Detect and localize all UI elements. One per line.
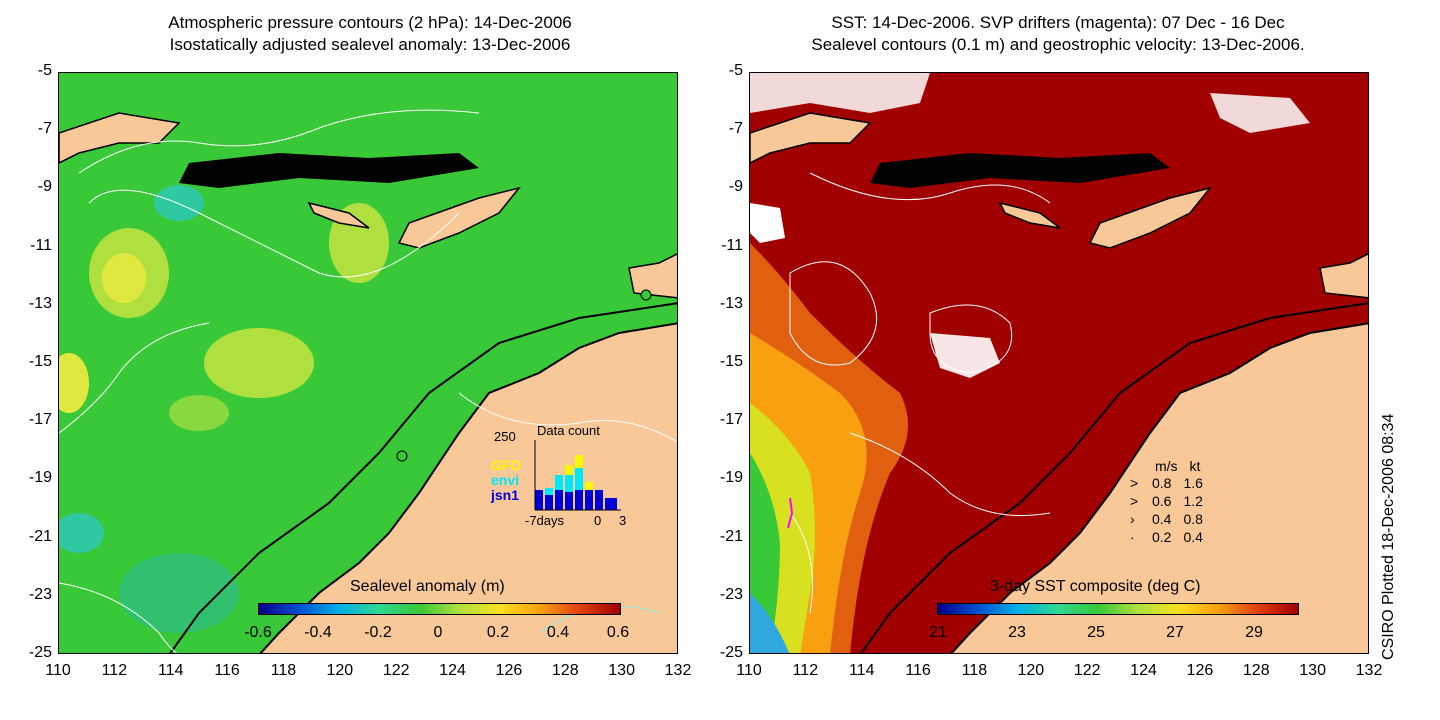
data-count-inset xyxy=(534,440,621,511)
longitude-tick: 112 xyxy=(792,662,819,679)
longitude-tick: 110 xyxy=(736,662,762,679)
longitude-tick: 120 xyxy=(1017,662,1045,679)
latitude-tick: -9 xyxy=(728,178,743,196)
inset-x-end: 3 xyxy=(619,513,627,528)
longitude-tick: 126 xyxy=(1186,662,1214,679)
latitude-tick: -13 xyxy=(28,294,52,312)
count-bar xyxy=(535,490,543,510)
longitude-tick: 124 xyxy=(1130,662,1157,679)
count-bar xyxy=(595,490,603,510)
longitude-tick: 128 xyxy=(1242,662,1270,679)
longitude-tick: 114 xyxy=(848,662,875,679)
latitude-tick: -9 xyxy=(37,178,52,196)
latitude-tick: -11 xyxy=(30,236,52,254)
left-cb-tick: 0 xyxy=(433,624,443,641)
gfo-label: GFO xyxy=(491,457,522,473)
credit-label: CSIRO Plotted 18-Dec-2006 08:34 xyxy=(1380,413,1397,660)
longitude-tick: 130 xyxy=(608,662,635,679)
header-kt: kt xyxy=(1189,458,1201,474)
latitude-tick: -23 xyxy=(28,585,52,603)
velocity-legend-row: › 0.4 0.8 xyxy=(1130,511,1203,527)
right-title-line2: Sealevel contours (0.1 m) and geostrophi… xyxy=(811,35,1305,54)
latitude-tick: -7 xyxy=(37,120,52,138)
longitude-tick: 116 xyxy=(905,662,931,679)
latitude-tick: -25 xyxy=(719,644,743,661)
inset-y-max: 250 xyxy=(494,429,516,444)
longitude-tick: 130 xyxy=(1299,662,1326,679)
longitude-tick: 122 xyxy=(382,662,410,679)
latitude-tick: -5 xyxy=(728,62,743,79)
inset-title: Data count xyxy=(537,423,600,438)
longitude-tick: 112 xyxy=(101,662,128,679)
right-cb-tick: 21 xyxy=(929,624,947,641)
count-bar xyxy=(555,490,563,510)
longitude-tick: 116 xyxy=(214,662,240,679)
right-map-title: SST: 14-Dec-2006. SVP drifters (magenta)… xyxy=(728,12,1388,56)
sealevel-anomaly-map xyxy=(58,72,678,654)
right-cb-tick: 29 xyxy=(1245,624,1263,641)
sealevel-colorbar xyxy=(258,603,621,615)
count-bar xyxy=(565,492,573,510)
latitude-tick: -21 xyxy=(28,527,52,545)
envi-label: envi xyxy=(491,472,520,488)
longitude-tick: 120 xyxy=(326,662,354,679)
left-title-line2: Isostatically adjusted sealevel anomaly:… xyxy=(169,35,571,54)
longitude-tick: 114 xyxy=(157,662,184,679)
latitude-tick: -23 xyxy=(719,585,743,603)
latitude-tick: -11 xyxy=(721,236,743,254)
count-bar xyxy=(545,495,553,510)
count-bar xyxy=(605,498,617,510)
left-cb-tick: -0.6 xyxy=(244,624,272,641)
latitude-tick: -21 xyxy=(719,527,743,545)
latitude-tick: -15 xyxy=(28,353,52,370)
latitude-tick: -13 xyxy=(719,294,743,312)
left-cb-tick: 0.4 xyxy=(546,624,570,641)
velocity-legend-row: >0.6 1.2 xyxy=(1130,493,1203,509)
left-cb-tick: -0.2 xyxy=(364,624,392,641)
longitude-tick: 122 xyxy=(1073,662,1101,679)
longitude-tick: 118 xyxy=(961,662,988,679)
latitude-tick: -7 xyxy=(728,120,743,138)
header-ms: m/s xyxy=(1155,458,1178,474)
left-map-title: Atmospheric pressure contours (2 hPa): 1… xyxy=(40,12,700,56)
longitude-tick: 132 xyxy=(664,662,692,679)
longitude-tick: 124 xyxy=(439,662,466,679)
latitude-tick: -19 xyxy=(28,469,52,487)
sst-colorbar xyxy=(937,603,1299,615)
latitude-tick: -15 xyxy=(719,353,743,370)
velocity-legend-row: · 0.2 0.4 xyxy=(1130,529,1203,545)
left-title-line1: Atmospheric pressure contours (2 hPa): 1… xyxy=(168,13,572,32)
count-bar xyxy=(585,490,593,510)
left-cb-tick: -0.4 xyxy=(304,624,332,641)
longitude-tick: 118 xyxy=(270,662,297,679)
velocity-legend-row: >0.8 1.6 xyxy=(1130,475,1203,491)
latitude-tick: -19 xyxy=(719,469,743,487)
right-cb-tick: 27 xyxy=(1166,624,1184,641)
left-cb-tick: 0.6 xyxy=(606,624,630,641)
velocity-legend-header: m/s kt xyxy=(1155,458,1200,474)
latitude-tick: -25 xyxy=(28,644,52,661)
longitude-tick: 126 xyxy=(495,662,523,679)
right-title-line1: SST: 14-Dec-2006. SVP drifters (magenta)… xyxy=(831,13,1285,32)
longitude-tick: 110 xyxy=(45,662,71,679)
longitude-tick: 128 xyxy=(551,662,579,679)
left-cb-tick: 0.2 xyxy=(486,624,510,641)
latitude-tick: -5 xyxy=(37,62,52,79)
longitude-tick: 132 xyxy=(1355,662,1383,679)
inset-x-zero: 0 xyxy=(594,513,602,528)
right-cb-tick: 23 xyxy=(1008,624,1026,641)
latitude-tick: -17 xyxy=(719,411,743,429)
latitude-tick: -17 xyxy=(28,411,52,429)
inset-x-start: -7days xyxy=(525,513,565,528)
sst-map xyxy=(749,72,1369,654)
count-bar xyxy=(575,468,583,510)
right-colorbar-title: 3-day SST composite (deg C) xyxy=(990,578,1201,595)
jsn1-label: jsn1 xyxy=(491,487,520,503)
right-cb-tick: 25 xyxy=(1087,624,1105,641)
count-bar xyxy=(575,490,583,510)
left-colorbar-title: Sealevel anomaly (m) xyxy=(350,578,505,595)
